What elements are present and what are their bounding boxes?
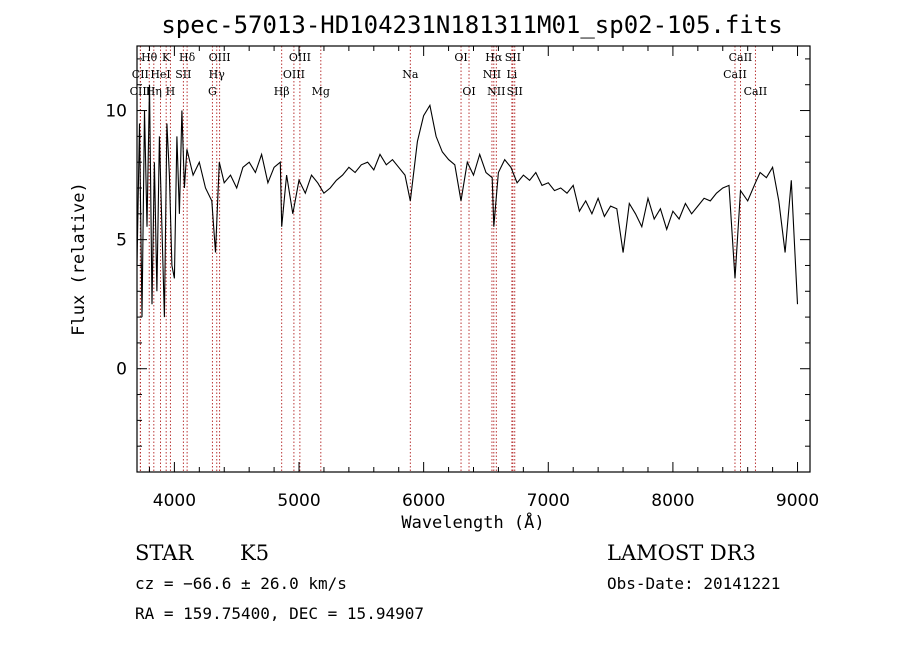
x-tick-label: 9000 [776, 491, 819, 511]
marker-label-19: Hα [485, 51, 503, 64]
y-tick-label: 5 [116, 231, 127, 251]
x-axis-ticks: 4000 5000 6000 7000 8000 9000 [148, 46, 819, 511]
object-subclass: K5 [240, 541, 269, 565]
spectral-line-labels: Hθ CII CIII K HeI Hη Hδ SII H OIII Hγ G Hβ OIII OIII Mg… [130, 51, 768, 98]
marker-label-8: H [166, 85, 176, 98]
marker-label-13: OIII [289, 51, 311, 64]
marker-label-27: CaII [744, 85, 768, 98]
y-axis-label: Flux (relative) [69, 182, 89, 336]
marker-label-14: OIII [283, 68, 305, 81]
marker-label-21: NII [487, 85, 505, 98]
marker-label-7: SII [175, 68, 191, 81]
marker-label-10: Hγ [209, 68, 226, 81]
marker-label-5: Hη [146, 85, 162, 98]
marker-label-20: NII [483, 68, 501, 81]
marker-label-11: G [208, 85, 217, 98]
marker-label-3: K [162, 51, 171, 64]
redshift-info: cz = −66.6 ± 26.0 km/s [135, 574, 347, 593]
y-tick-label: 0 [116, 360, 127, 380]
chart-title: spec-57013-HD104231N181311M01_sp02-105.f… [161, 11, 782, 39]
x-tick-label: 6000 [402, 491, 445, 511]
marker-label-24: SII [507, 85, 523, 98]
marker-label-12: Hβ [274, 85, 290, 98]
marker-label-2: CIII [130, 85, 151, 98]
marker-label-16: Na [402, 68, 419, 81]
marker-label-22: SII [505, 51, 521, 64]
x-axis-label: Wavelength (Å) [401, 511, 544, 533]
marker-label-6: Hδ [179, 51, 196, 64]
marker-label-4: HeI [150, 68, 170, 81]
y-axis-ticks: 0 5 10 [105, 58, 810, 473]
marker-label-9: OIII [209, 51, 231, 64]
marker-label-15: Mg [312, 85, 330, 98]
obs-date: Obs-Date: 20141221 [607, 574, 780, 593]
marker-label-17: OI [454, 51, 467, 64]
marker-label-1: CII [132, 68, 149, 81]
marker-label-0: Hθ [141, 51, 158, 64]
marker-label-18: OI [462, 85, 475, 98]
plot-frame [136, 45, 811, 473]
x-tick-label: 8000 [651, 491, 694, 511]
marker-label-25: CaII [729, 51, 753, 64]
x-tick-label: 7000 [527, 491, 570, 511]
object-class: STAR [135, 541, 194, 565]
coordinates: RA = 159.75400, DEC = 15.94907 [135, 604, 424, 623]
survey-name: LAMOST DR3 [607, 541, 756, 565]
spectrum-line [136, 84, 799, 318]
x-tick-label: 4000 [153, 491, 196, 511]
y-tick-label: 10 [105, 102, 127, 122]
marker-label-23: Li [506, 68, 517, 81]
x-tick-label: 5000 [277, 491, 320, 511]
marker-label-26: CaII [723, 68, 747, 81]
spectral-line-markers [139, 46, 756, 472]
